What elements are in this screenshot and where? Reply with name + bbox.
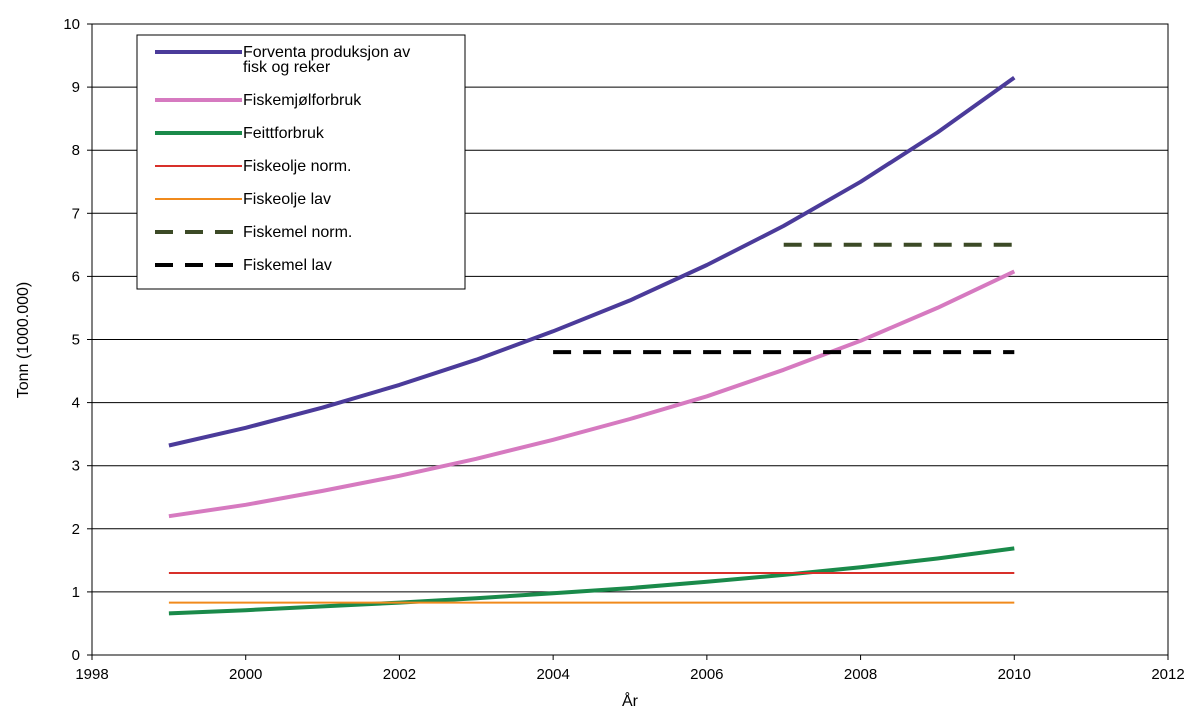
x-axis-title: År [622,691,639,710]
legend-label-4: Fiskeolje norm. [243,158,351,175]
x-tick-label: 2006 [690,666,723,683]
tick-labels: 0 1 2 3 4 5 6 7 8 9 10 1998 2000 2002 2004 2006 2008 2010… [63,16,1184,683]
x-tick-label: 2004 [536,666,569,683]
y-tick-label: 4 [72,395,80,412]
x-tick-label: 2008 [844,666,877,683]
series-line-1 [168,75,1016,448]
y-tick-label: 0 [72,647,80,664]
series-line-2 [168,269,1016,519]
legend-box [136,34,466,290]
legend-label-1: Forventa produksjon av [243,44,410,61]
x-tick-label: 2000 [229,666,262,683]
y-tick-label: 7 [72,205,80,222]
y-axis-title: Tonn (1000.000) [15,282,32,399]
legend-label-7: Fiskemel lav [243,257,332,274]
y-tick-label: 5 [72,332,80,349]
x-tick-label: 2010 [998,666,1031,683]
x-tick-label: 2002 [383,666,416,683]
y-tick-label: 2 [72,521,80,538]
y-tick-label: 8 [72,142,80,159]
y-tick-label: 9 [72,79,80,96]
series-line-3 [168,546,1015,616]
x-tick-label: 2012 [1151,666,1184,683]
legend-label-5: Fiskeolje lav [243,191,331,208]
legend-label-1: fisk og reker [243,59,331,76]
legend-label-3: Feittforbruk [243,125,325,142]
y-tick-label: 10 [63,16,80,33]
x-tick-label: 1998 [75,666,108,683]
series-lines [168,75,1016,616]
y-tick-label: 1 [72,584,80,601]
y-tick-label: 3 [72,458,80,475]
legend-label-2: Fiskemjølforbruk [243,92,362,109]
legend-label-6: Fiskemel norm. [243,224,352,241]
y-tick-label: 6 [72,268,80,285]
axes [87,23,1169,660]
